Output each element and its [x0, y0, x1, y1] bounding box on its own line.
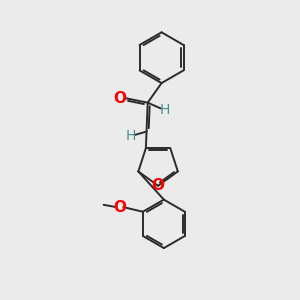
Text: O: O — [113, 91, 127, 106]
Text: H: H — [125, 129, 136, 143]
Text: H: H — [160, 103, 170, 117]
Text: O: O — [152, 178, 165, 193]
Text: O: O — [113, 200, 126, 214]
